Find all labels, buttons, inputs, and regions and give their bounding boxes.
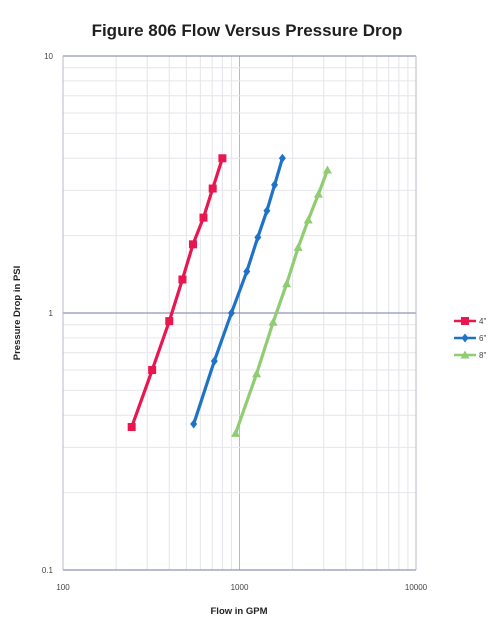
series-line [192,156,284,426]
series-layer [127,153,332,437]
data-point [148,366,157,375]
data-point [282,279,292,288]
legend-label: 8" [479,351,486,360]
legend-entry: 8" [454,350,486,360]
legend: 4" 6" 8" [454,317,486,360]
series-2 [190,153,286,429]
y-tick-label: 1 [49,309,54,318]
data-point [210,356,218,366]
data-point [218,154,227,163]
x-tick-label: 10000 [405,583,428,592]
series-line [130,156,224,429]
legend-marker [461,333,469,343]
data-point [322,165,332,174]
data-point [208,184,217,193]
legend-marker [461,317,469,325]
data-point [254,232,262,242]
data-point [188,240,197,249]
data-point [293,242,303,251]
data-point [263,206,271,216]
legend-label: 4" [479,317,486,326]
data-point [278,153,286,163]
series-line [234,168,330,435]
y-axis-label: Pressure Drop in PSI [12,266,23,361]
y-tick-label: 0.1 [42,566,54,575]
legend-entry: 4" [454,317,486,326]
data-point [227,308,235,318]
data-point [313,189,323,198]
data-point [190,419,198,429]
legend-entry: 6" [454,333,486,343]
legend-label: 6" [479,334,486,343]
series-3 [231,165,332,437]
y-tick-label: 10 [44,52,53,61]
legend-marker [460,350,470,359]
data-point [271,180,279,190]
data-point [243,267,251,277]
series-1 [127,154,227,432]
x-tick-label: 100 [56,583,70,592]
x-axis-label: Flow in GPM [211,606,268,617]
data-point [178,275,187,284]
data-point [303,215,313,224]
data-point [252,369,262,378]
data-point [199,213,208,222]
chart-title: Figure 806 Flow Versus Pressure Drop [92,21,403,40]
data-point [231,428,241,437]
data-point [165,317,174,326]
data-point [127,423,136,432]
data-point [268,317,278,326]
grid-layer [62,55,417,571]
x-tick-label: 1000 [231,583,249,592]
tick-labels: 100 1000 10000 0.1 1 10 [42,52,428,592]
